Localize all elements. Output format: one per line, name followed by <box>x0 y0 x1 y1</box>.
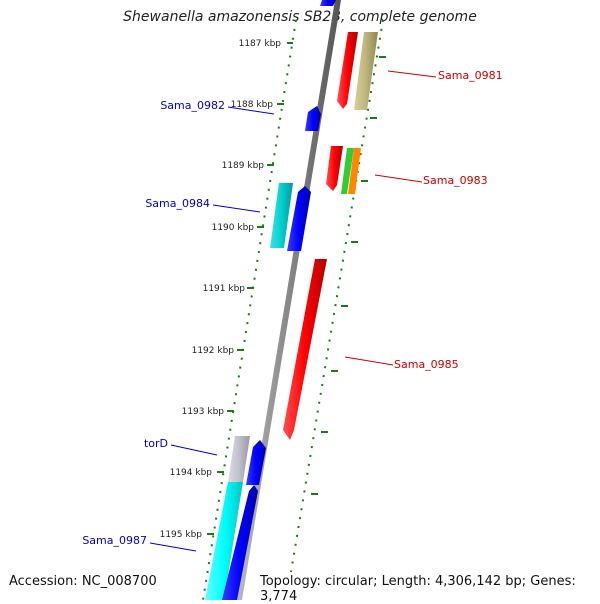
map-title: Shewanella amazonensis SB2B, complete ge… <box>123 9 477 25</box>
tick-label-1190: 1190 kbp <box>212 223 255 233</box>
gene-sama-0981-olive <box>354 32 378 110</box>
tick-label-1187: 1187 kbp <box>239 39 282 49</box>
label-tord: torD <box>144 437 168 450</box>
label-sama-0984: Sama_0984 <box>145 197 210 210</box>
gene-tord-gray <box>228 436 250 482</box>
right-ruler-line <box>290 19 384 573</box>
accession-text: Accession: NC_008700 <box>9 574 157 589</box>
tick-label-1188: 1188 kbp <box>231 100 274 110</box>
gene-sama-0983-orange <box>348 148 361 194</box>
tick-label-1195: 1195 kbp <box>160 530 203 540</box>
label-sama-0983: Sama_0983 <box>423 174 488 187</box>
callout-lines <box>149 70 437 552</box>
gene-sama-0985-red <box>283 259 327 440</box>
label-sama-0982: Sama_0982 <box>160 99 225 112</box>
tick-label-1191: 1191 kbp <box>203 284 246 294</box>
major-ticks <box>207 42 386 535</box>
gene-sama-0987-blue <box>222 485 258 600</box>
gene-sama-0984-cyan <box>270 183 293 248</box>
label-sama-0985: Sama_0985 <box>394 358 459 371</box>
gene-sama-0981-red <box>337 32 358 109</box>
gene-sama-0983-green <box>341 148 354 194</box>
gene-labels: Sama_0981 Sama_0983 Sama_0985 Sama_0982 … <box>82 69 502 547</box>
tick-label-1192: 1192 kbp <box>192 346 235 356</box>
gene-sama-0982-blue <box>305 106 321 131</box>
tick-label-1189: 1189 kbp <box>222 161 265 171</box>
gene-sama-0984-blue <box>287 186 311 251</box>
label-sama-0987: Sama_0987 <box>82 534 147 547</box>
gene-tord-blue <box>246 440 266 485</box>
gene-sama-0987-cyan <box>205 482 243 600</box>
ruler-labels: 1187 kbp 1188 kbp 1189 kbp 1190 kbp 1191… <box>160 39 282 540</box>
tick-label-1193: 1193 kbp <box>182 407 225 417</box>
tick-label-1194: 1194 kbp <box>170 468 213 478</box>
gene-sama-0983-red <box>326 146 343 191</box>
label-sama-0981: Sama_0981 <box>438 69 503 82</box>
gene-top-blue-fragment <box>320 0 336 6</box>
